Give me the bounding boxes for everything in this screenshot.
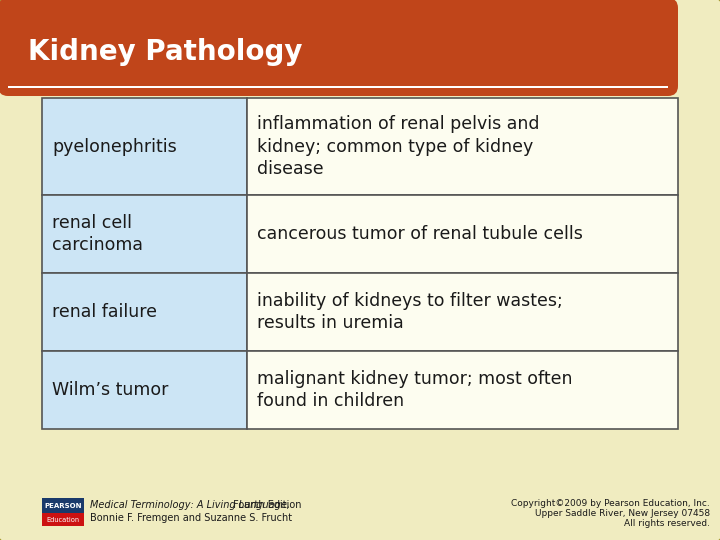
Bar [247,351,678,429]
Bar [42,273,247,351]
Text: Medical Terminology: A Living Language,: Medical Terminology: A Living Language, [90,500,290,510]
Bar [8,86,668,88]
Text: Upper Saddle River, New Jersey 07458: Upper Saddle River, New Jersey 07458 [535,509,710,517]
Text: inability of kidneys to filter wastes;
results in uremia: inability of kidneys to filter wastes; r… [257,292,563,332]
Text: cancerous tumor of renal tubule cells: cancerous tumor of renal tubule cells [257,225,583,243]
FancyBboxPatch shape [0,0,678,96]
Text: Kidney Pathology: Kidney Pathology [28,38,302,66]
Text: malignant kidney tumor; most often
found in children: malignant kidney tumor; most often found… [257,370,572,410]
Text: Fourth Edition: Fourth Edition [230,500,302,510]
Text: Copyright©2009 by Pearson Education, Inc.: Copyright©2009 by Pearson Education, Inc… [511,498,710,508]
Text: All rights reserved.: All rights reserved. [624,518,710,528]
Bar [247,98,678,195]
Bar [42,513,84,526]
Text: inflammation of renal pelvis and
kidney; common type of kidney
disease: inflammation of renal pelvis and kidney;… [257,116,539,178]
Bar [247,195,678,273]
Bar [247,273,678,351]
Text: PEARSON: PEARSON [44,503,82,509]
Text: renal failure: renal failure [52,303,157,321]
Bar [42,498,84,513]
Bar [42,351,247,429]
Bar [42,195,247,273]
Text: Wilm’s tumor: Wilm’s tumor [52,381,168,399]
Text: Bonnie F. Fremgen and Suzanne S. Frucht: Bonnie F. Fremgen and Suzanne S. Frucht [90,513,292,523]
Bar [42,98,247,195]
Bar [8,55,670,90]
Text: pyelonephritis: pyelonephritis [52,138,176,156]
Text: renal cell
carcinoma: renal cell carcinoma [52,214,143,254]
Text: Education: Education [46,516,80,523]
